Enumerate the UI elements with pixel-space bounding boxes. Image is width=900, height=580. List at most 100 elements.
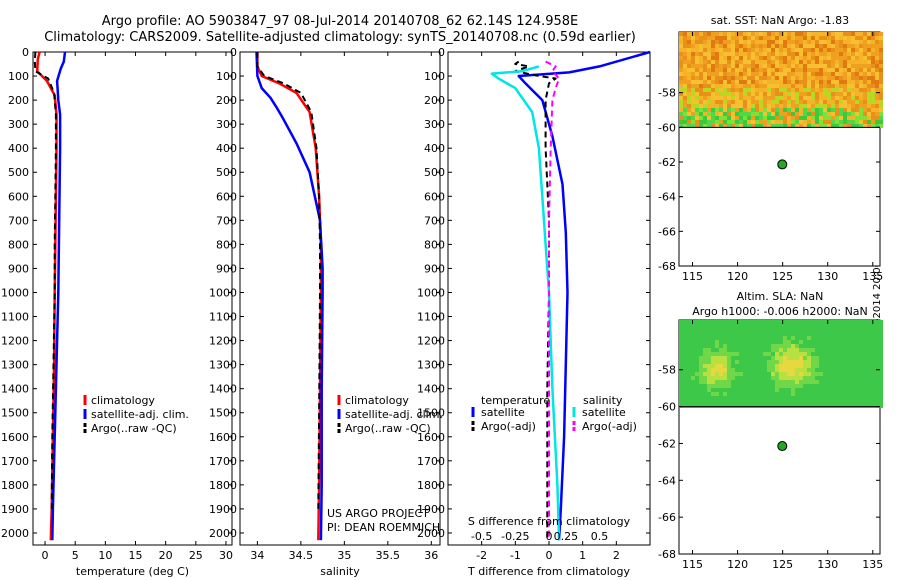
map-cell	[711, 364, 715, 368]
map-cell	[679, 100, 683, 104]
map-cell	[755, 352, 759, 356]
map-cell	[743, 68, 747, 72]
map-cell	[819, 92, 823, 96]
map-cell	[795, 100, 799, 104]
map-cell	[791, 364, 795, 368]
map-cell	[747, 108, 751, 112]
map-cell	[843, 112, 847, 116]
map-cell	[851, 320, 855, 324]
map-cell	[771, 96, 775, 100]
map-y-tick-label: -58	[658, 364, 676, 377]
map-cell	[847, 328, 851, 332]
map-cell	[803, 48, 807, 52]
map-cell	[799, 364, 803, 368]
map-cell	[839, 92, 843, 96]
map-cell	[875, 388, 879, 392]
map-cell	[695, 324, 699, 328]
map-cell	[867, 340, 871, 344]
map-cell	[735, 320, 739, 324]
map-cell	[703, 72, 707, 76]
difference-legend-label: satellite	[481, 406, 525, 419]
map-cell	[767, 40, 771, 44]
map-cell	[707, 396, 711, 400]
map-cell	[719, 96, 723, 100]
y-tick-label: 1900	[417, 503, 445, 516]
map-cell	[727, 36, 731, 40]
map-cell	[699, 112, 703, 116]
map-cell	[759, 384, 763, 388]
map-cell	[875, 116, 879, 120]
map-cell	[763, 340, 767, 344]
map-cell	[795, 76, 799, 80]
map-cell	[815, 380, 819, 384]
map-cell	[863, 396, 867, 400]
y-tick-label: 1000	[209, 286, 237, 299]
map-cell	[715, 320, 719, 324]
map-cell	[695, 400, 699, 404]
map-cell	[811, 52, 815, 56]
map-cell	[679, 108, 683, 112]
map-cell	[791, 336, 795, 340]
map-cell	[767, 320, 771, 324]
map-cell	[855, 348, 859, 352]
secondary-x-tick-label: -0.25	[501, 530, 529, 543]
map-cell	[691, 56, 695, 60]
map-cell	[723, 52, 727, 56]
map-cell	[775, 384, 779, 388]
map-cell	[695, 332, 699, 336]
map-cell	[751, 76, 755, 80]
map-cell	[779, 72, 783, 76]
map-cell	[743, 96, 747, 100]
map-cell	[795, 108, 799, 112]
map-cell	[731, 104, 735, 108]
map-cell	[823, 96, 827, 100]
map-cell	[755, 92, 759, 96]
map-cell	[863, 332, 867, 336]
map-cell	[807, 120, 811, 124]
map-cell	[815, 124, 819, 128]
map-cell	[775, 400, 779, 404]
map-cell	[679, 340, 683, 344]
map-cell	[783, 56, 787, 60]
map-cell	[807, 96, 811, 100]
map-cell	[771, 372, 775, 376]
map-cell	[851, 72, 855, 76]
map-cell	[727, 104, 731, 108]
map-cell	[843, 340, 847, 344]
map-cell	[847, 120, 851, 124]
y-tick-label: 900	[8, 262, 29, 275]
map-cell	[719, 88, 723, 92]
y-tick-label: 400	[424, 142, 445, 155]
map-cell	[691, 60, 695, 64]
map-cell	[739, 72, 743, 76]
map-cell	[851, 120, 855, 124]
map-cell	[795, 348, 799, 352]
map-cell	[747, 320, 751, 324]
y-tick-label: 900	[424, 262, 445, 275]
map-cell	[759, 368, 763, 372]
map-cell	[807, 376, 811, 380]
map-cell	[707, 372, 711, 376]
map-cell	[843, 88, 847, 92]
map-cell	[755, 344, 759, 348]
panel-frame-temperature	[32, 51, 233, 546]
map-cell	[759, 52, 763, 56]
map-cell	[687, 348, 691, 352]
map-cell	[839, 60, 843, 64]
map-cell	[687, 320, 691, 324]
map-cell	[843, 84, 847, 88]
map-cell	[831, 344, 835, 348]
map-cell	[771, 380, 775, 384]
map-cell	[743, 100, 747, 104]
map-cell	[759, 104, 763, 108]
map-cell	[727, 372, 731, 376]
map-cell	[759, 48, 763, 52]
difference-legend-header-salinity: salinity	[583, 394, 623, 407]
map-cell	[835, 32, 839, 36]
map-cell	[875, 36, 879, 40]
map-cell	[759, 44, 763, 48]
map-cell	[839, 380, 843, 384]
map-cell	[771, 32, 775, 36]
map-cell	[779, 64, 783, 68]
map-cell	[879, 332, 883, 336]
